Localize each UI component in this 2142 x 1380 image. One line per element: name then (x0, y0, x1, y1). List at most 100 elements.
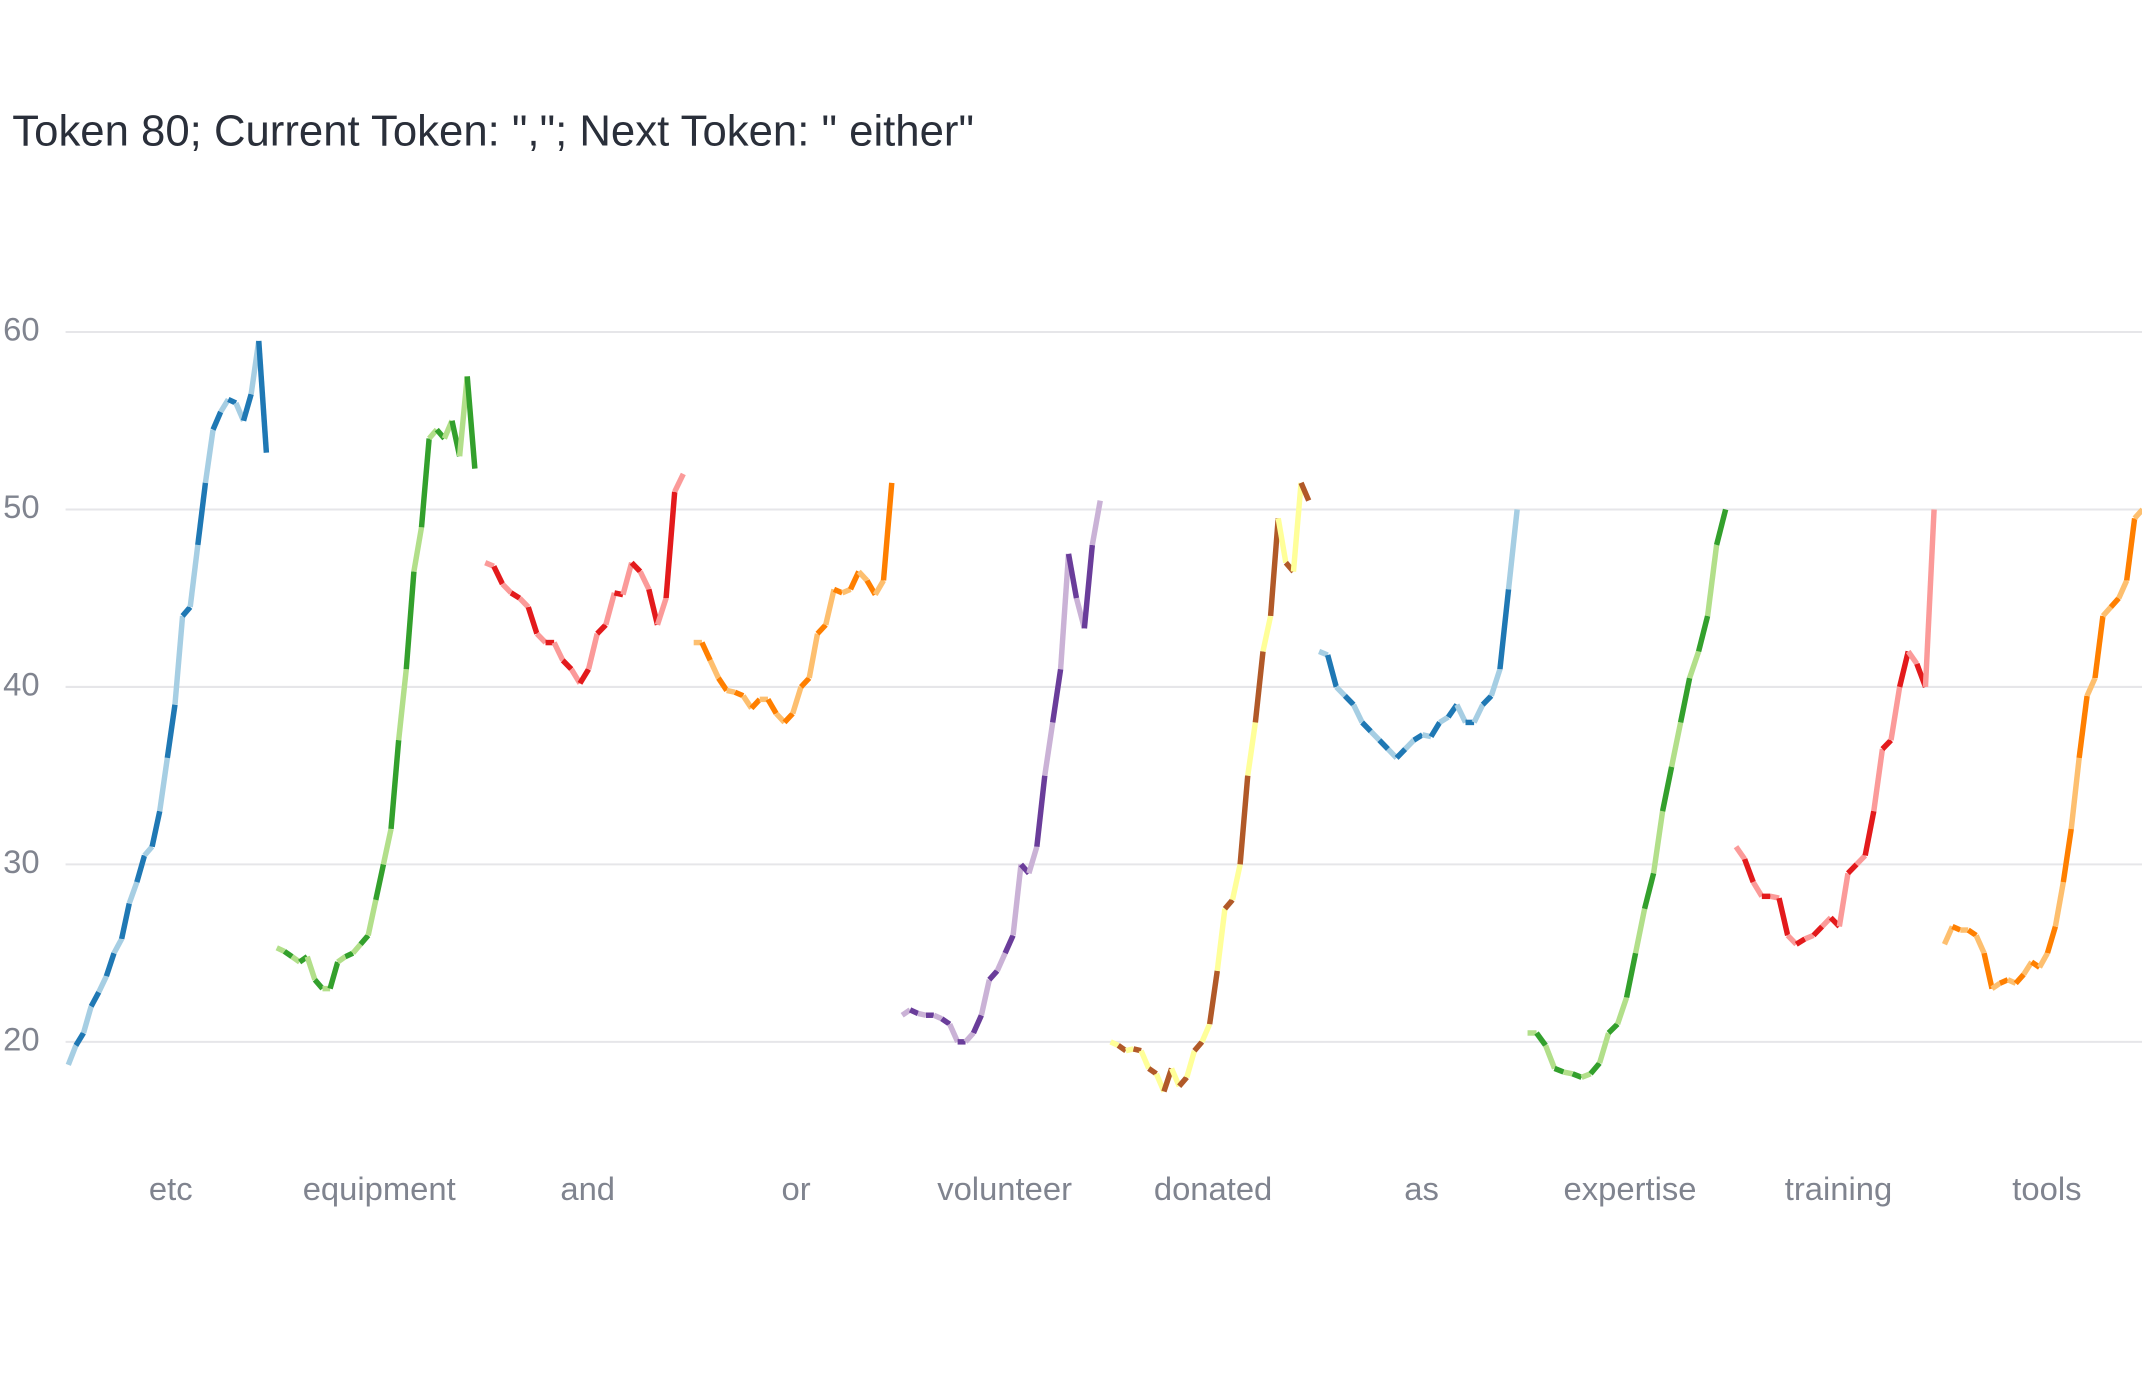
line-segment (1704, 544, 1720, 617)
line-segment (848, 570, 862, 591)
x-tick-label: volunteer (937, 1170, 1072, 1207)
line-segment (1687, 650, 1702, 679)
line-segment (1553, 1065, 1565, 1075)
line-segment (1214, 908, 1228, 972)
line-segment (142, 844, 155, 858)
x-tick-label: and (560, 1170, 615, 1207)
line-segment (798, 676, 812, 689)
line-segment (733, 689, 745, 699)
line-segment (2092, 615, 2106, 679)
line-segment (963, 1031, 976, 1044)
line-segment (1334, 685, 1347, 698)
line-segment (577, 667, 591, 685)
line-segment (603, 592, 618, 626)
line-segment (1695, 615, 1711, 653)
line-segment (1192, 1040, 1205, 1053)
line-segment (240, 393, 254, 422)
line-segment (304, 955, 318, 981)
y-tick-label: 40 (3, 666, 39, 703)
line-segment (1871, 748, 1886, 812)
line-segment (765, 697, 779, 715)
line-segment (2006, 977, 2017, 986)
line-segment (534, 631, 548, 645)
line-segment (1245, 722, 1259, 777)
line-segment (88, 990, 102, 1008)
line-segment (73, 1031, 86, 1047)
line-segment (2076, 695, 2090, 759)
line-segment (987, 969, 1000, 982)
line-segment (103, 952, 117, 978)
line-segment (1543, 1044, 1558, 1070)
line-segment (699, 641, 713, 662)
line-segment (1034, 775, 1048, 847)
x-tick-label: tools (2012, 1170, 2081, 1207)
line-segment (663, 491, 678, 599)
line-segment (1668, 721, 1684, 768)
line-segment (509, 590, 522, 601)
line-segment (1116, 1043, 1128, 1053)
line-segment (210, 410, 224, 431)
line-segment (1010, 864, 1024, 936)
line-segment (1623, 952, 1639, 999)
line-segment (134, 854, 148, 883)
line-segment (403, 571, 417, 670)
line-segment (646, 588, 661, 626)
line-segment (1534, 1031, 1548, 1048)
line-segment (1138, 1049, 1152, 1070)
line-segment (1776, 897, 1791, 936)
line-segment (932, 1012, 943, 1022)
line-segment (2068, 757, 2082, 830)
line-segment (96, 975, 109, 994)
line-segment (172, 615, 186, 705)
line-segment (1906, 649, 1920, 666)
line-segment (358, 933, 371, 947)
line-segment (80, 1005, 94, 1034)
line-segment (227, 396, 238, 406)
line-segment (411, 526, 425, 573)
line-segment (1888, 686, 1903, 741)
line-segment (1169, 1067, 1182, 1088)
line-segment (1641, 872, 1657, 910)
line-segment (1563, 1069, 1574, 1077)
line-segment (464, 376, 478, 469)
line-segment (1377, 738, 1390, 751)
line-segment (1360, 720, 1373, 734)
line-segment (1846, 862, 1859, 876)
line-segment (1351, 703, 1365, 724)
line-segment (336, 954, 347, 965)
line-segment (1403, 738, 1416, 751)
line-segment (815, 622, 828, 636)
line-segment (1237, 775, 1251, 865)
line-segment (1803, 932, 1815, 942)
line-segment (418, 438, 432, 528)
line-segment (327, 961, 341, 990)
line-segment (2116, 579, 2130, 600)
line-segment (1454, 703, 1468, 724)
x-tick-label: donated (1154, 1170, 1272, 1207)
line-segment (1488, 668, 1503, 697)
line-segment (344, 950, 355, 960)
line-segment (312, 977, 325, 991)
line-segment (856, 569, 870, 583)
line-segment (1922, 509, 1937, 688)
line-segment (1880, 738, 1893, 751)
line-segment (1275, 517, 1289, 564)
line-segment (1614, 996, 1630, 1025)
x-tick-label: or (782, 1170, 811, 1207)
line-segment (180, 605, 193, 618)
line-segment (908, 1007, 920, 1016)
line-segment (1571, 1071, 1583, 1080)
line-segment (1836, 872, 1851, 927)
line-segment (1290, 482, 1304, 572)
line-segment (1580, 1071, 1592, 1080)
line-segment (1973, 934, 1987, 955)
line-segment (491, 565, 505, 586)
line-segment (782, 711, 795, 725)
line-segment (1318, 648, 1329, 658)
line-segment (1184, 1049, 1198, 1079)
line-segment (1596, 1032, 1612, 1064)
line-segment (1733, 845, 1747, 861)
line-segment (164, 704, 178, 759)
line-segment (1147, 1066, 1158, 1077)
